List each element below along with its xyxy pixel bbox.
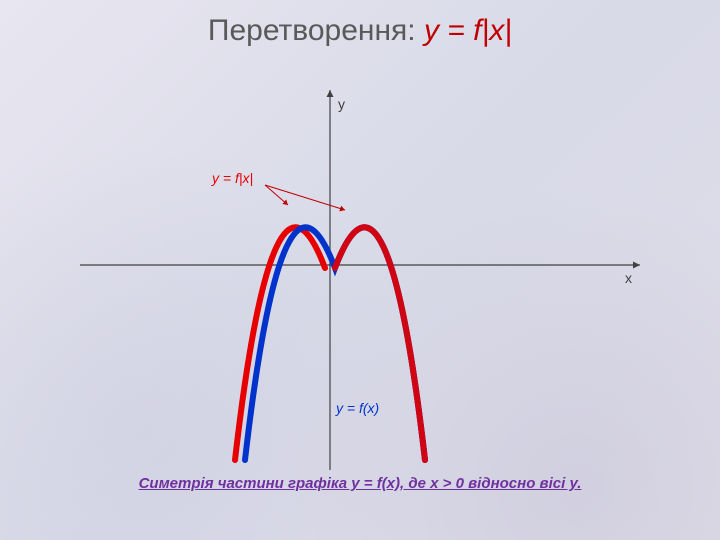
callout-arrow-1 xyxy=(265,185,288,205)
curve-f-absx-label: y = f|x| xyxy=(212,170,253,186)
curve-f-absx-right-top xyxy=(335,227,425,460)
title-prefix: Перетворення: xyxy=(208,14,424,47)
slide-title: Перетворення: y = f|x| xyxy=(0,14,720,48)
title-formula: y = f|x| xyxy=(424,14,512,47)
y-axis-label: y xyxy=(338,96,345,112)
x-axis-label: x xyxy=(625,270,632,286)
chart: y x y = f(x) y = f|x| xyxy=(80,90,640,470)
callout-arrow-2 xyxy=(265,185,345,210)
caption: Симетрія частини графіка y = f(x), де x … xyxy=(0,475,720,492)
slide: Перетворення: y = f|x| xyxy=(0,0,720,540)
curve-fx-label: y = f(x) xyxy=(336,400,379,416)
